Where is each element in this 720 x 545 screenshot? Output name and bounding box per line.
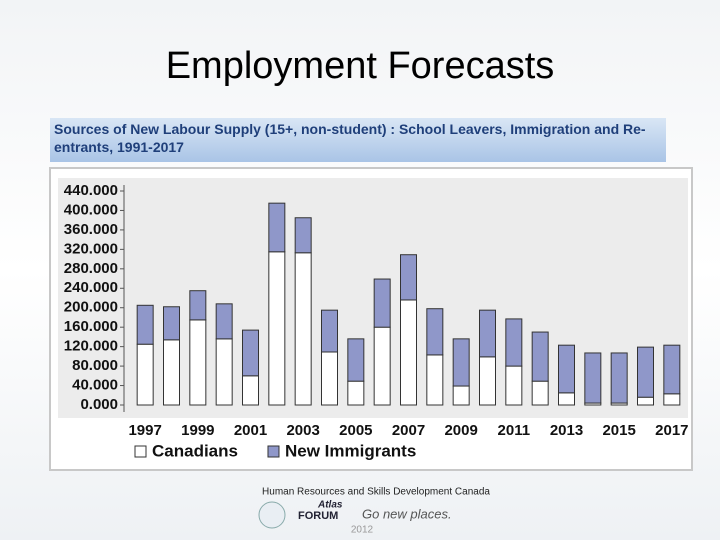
logo-event: FORUM — [298, 510, 338, 522]
bar-segment — [189, 290, 207, 321]
x-tick-label: 2015 — [602, 422, 635, 439]
bar-segment — [531, 380, 549, 406]
x-tick-label: 1997 — [128, 422, 161, 439]
x-tick-label: 2003 — [286, 422, 319, 439]
y-tick-label: 440.000 — [64, 182, 118, 199]
legend: Canadians New Immigrants — [134, 441, 416, 460]
bar-segment — [215, 338, 233, 406]
bar-segment — [426, 308, 444, 356]
bar-segment — [294, 252, 312, 406]
bar-segment — [268, 202, 286, 253]
bar-segment — [189, 319, 207, 406]
bar-segment — [479, 309, 496, 358]
y-tick-label: 160.000 — [64, 318, 118, 335]
bar-segment — [452, 338, 470, 387]
bar-segment — [558, 344, 575, 394]
bar-segment — [163, 306, 180, 341]
bar-segment — [215, 303, 233, 340]
y-tick-label: 80.000 — [72, 357, 118, 374]
bar-segment — [637, 396, 654, 406]
bar-segment — [321, 309, 338, 353]
x-tick-label: 2001 — [234, 422, 267, 439]
bar-segment — [663, 393, 681, 406]
y-tick-label: 0.000 — [80, 396, 118, 413]
bar-segment — [426, 354, 444, 406]
bar-segment — [531, 331, 549, 382]
bar-segment — [452, 385, 470, 406]
bar-segment — [294, 217, 312, 254]
x-tick-label: 2017 — [655, 422, 688, 439]
bar-segment — [373, 278, 391, 328]
bar-segment — [242, 375, 259, 406]
logo-tagline: Go new places. — [362, 506, 452, 521]
y-tick-label: 240.000 — [64, 279, 118, 296]
x-tick-label: 2009 — [444, 422, 477, 439]
bar-segment — [373, 326, 391, 406]
x-tick-label: 1999 — [181, 422, 214, 439]
y-tick-label: 400.000 — [64, 201, 118, 218]
bar-segment — [268, 251, 286, 406]
bar-segment — [505, 365, 523, 406]
logo-brand: Atlas — [317, 500, 343, 511]
bar-segment — [558, 392, 575, 406]
x-tick-label: 2007 — [392, 422, 425, 439]
y-tick-label: 320.000 — [64, 240, 118, 257]
legend-swatch — [267, 445, 280, 458]
footer-year: 2012 — [351, 525, 374, 536]
chart-header — [50, 118, 666, 162]
legend-swatch — [134, 445, 147, 458]
bar-segment — [610, 352, 628, 404]
bar-segment — [242, 329, 259, 377]
bar-segment — [400, 254, 417, 301]
source-note: Human Resources and Skills Development C… — [262, 487, 490, 498]
bar-segment — [163, 339, 180, 406]
y-tick-label: 360.000 — [64, 221, 118, 238]
slide-title: Employment Forecasts — [166, 45, 555, 87]
legend-label: New Immigrants — [285, 441, 416, 460]
chart-title: Sources of New Labour Supply (15+, non-s… — [54, 121, 646, 155]
bar-segment — [400, 299, 417, 406]
bar-segment — [663, 344, 681, 395]
y-tick-label: 40.000 — [72, 377, 118, 394]
bar-segment — [584, 352, 602, 404]
y-tick-label: 200.000 — [64, 299, 118, 316]
bar-segment — [136, 304, 154, 345]
x-tick-label: 2005 — [339, 422, 372, 439]
bar-segment — [321, 351, 338, 406]
chart-title-box: Sources of New Labour Supply (15+, non-s… — [54, 121, 646, 155]
bar-segment — [479, 356, 496, 406]
legend-label: Canadians — [152, 441, 238, 460]
x-tick-label: 2013 — [550, 422, 583, 439]
bar-segment — [637, 346, 654, 398]
bar-segment — [347, 380, 365, 406]
bar-segment — [136, 343, 154, 406]
bar-segment — [505, 318, 523, 367]
bar-segment — [347, 338, 365, 382]
y-tick-label: 120.000 — [64, 338, 118, 355]
x-tick-label: 2011 — [498, 422, 531, 439]
logo-mark — [258, 501, 286, 529]
y-tick-label: 280.000 — [64, 260, 118, 277]
